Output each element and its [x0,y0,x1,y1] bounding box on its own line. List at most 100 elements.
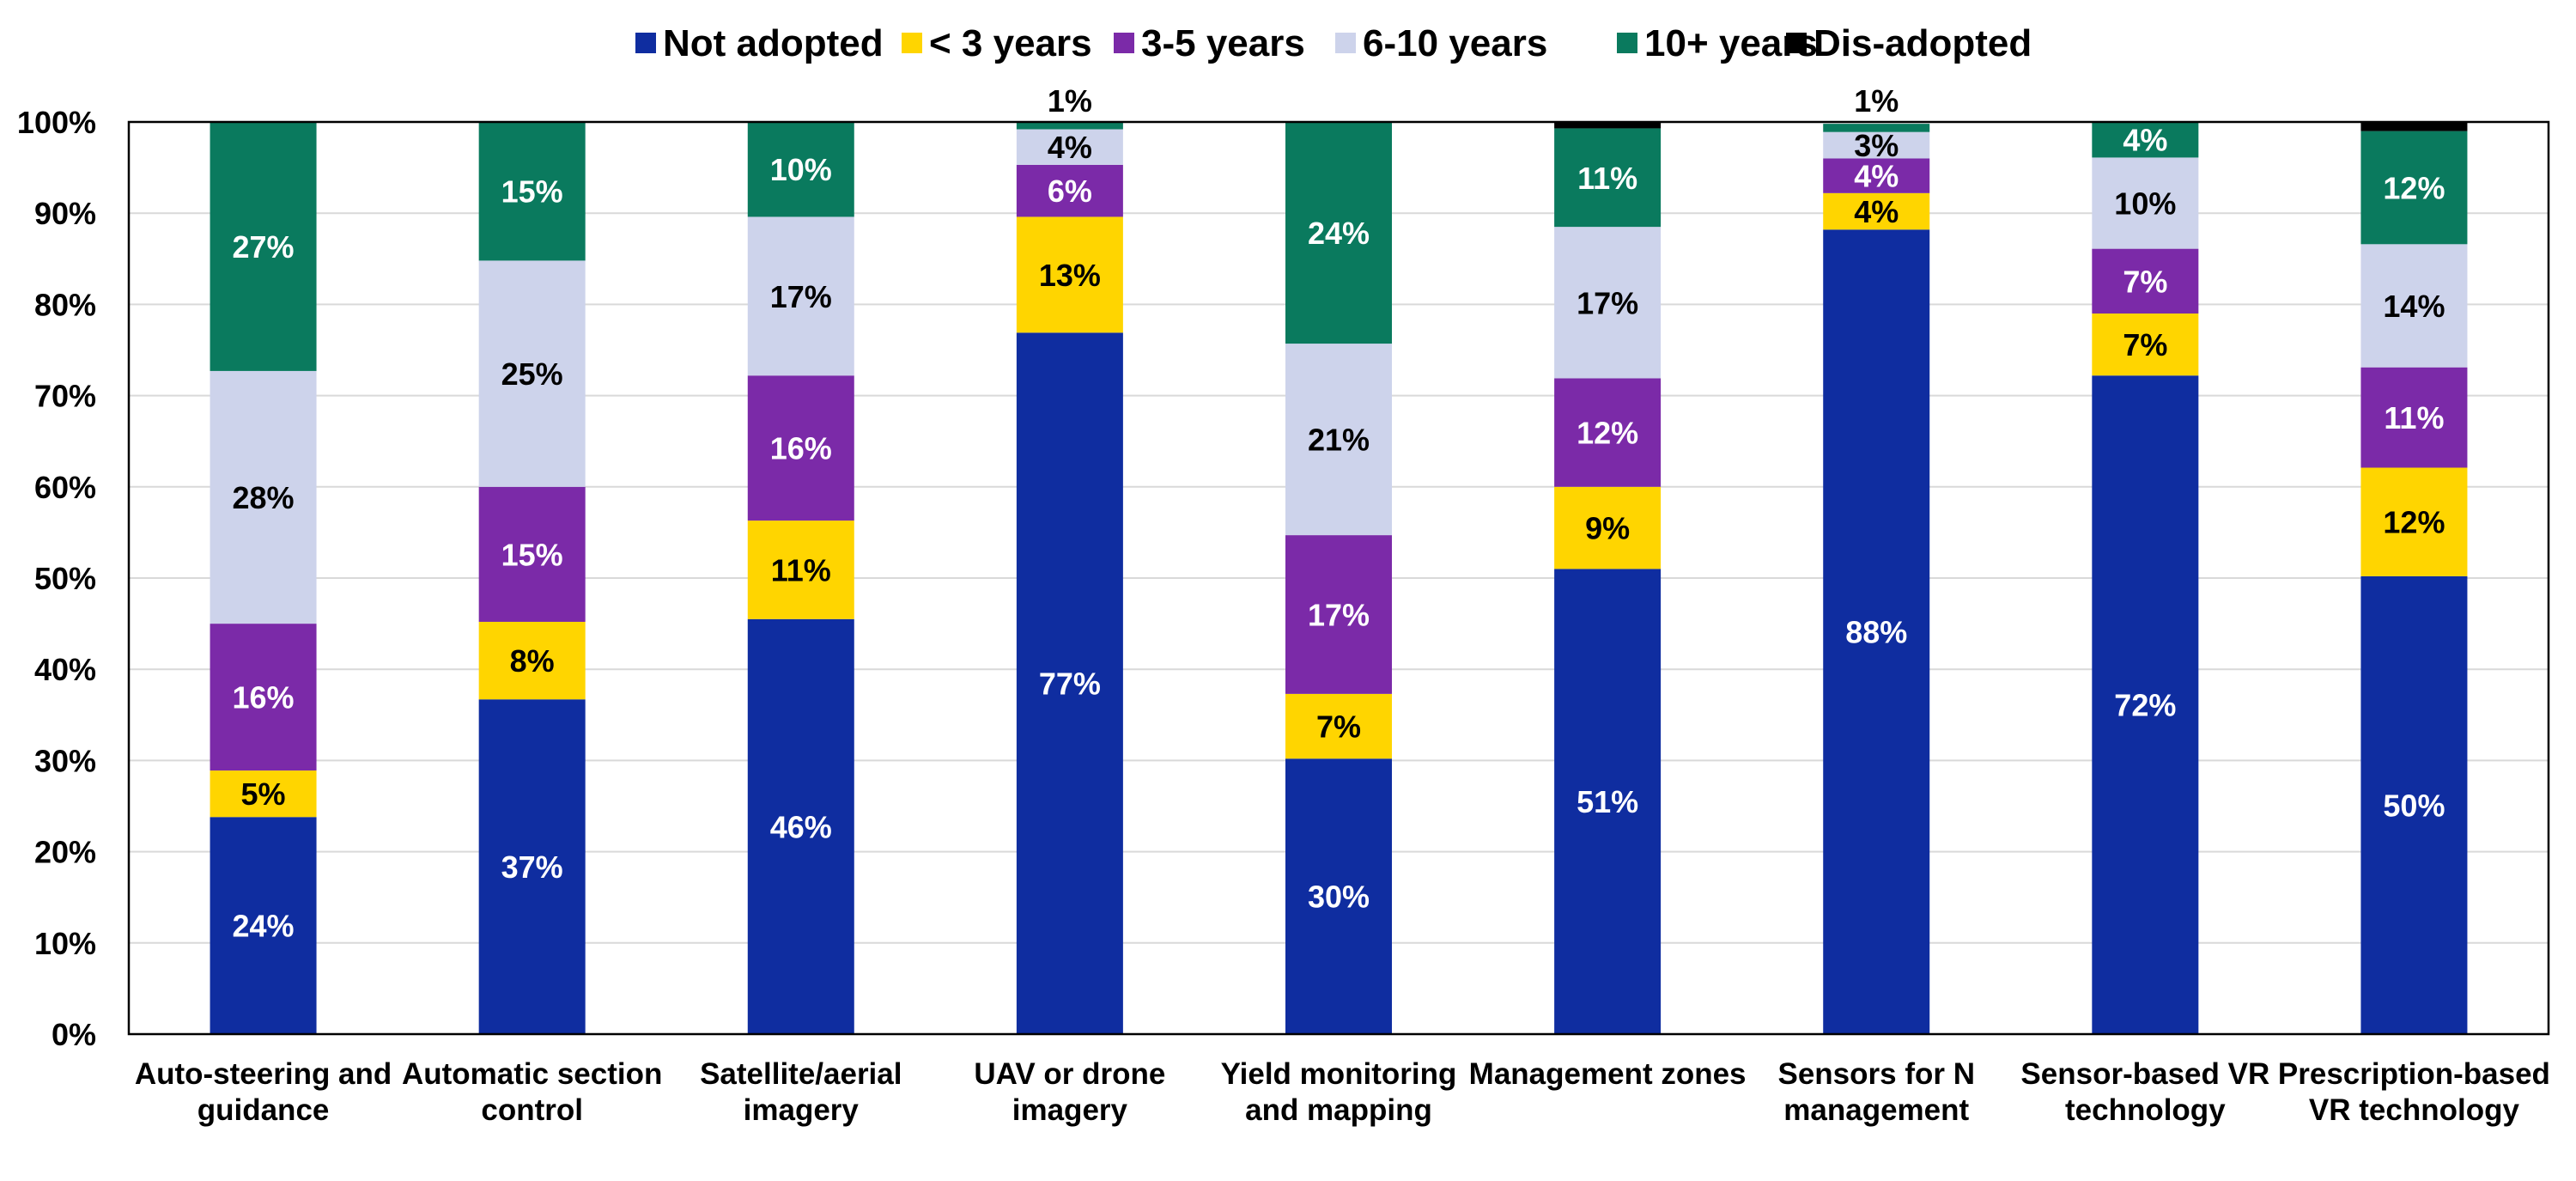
bar-10-years-8 [2360,131,2468,245]
data-label: 21% [1308,423,1370,458]
data-label: 11% [1577,161,1637,196]
bar-not-adopted-1 [478,699,586,1034]
data-label: 3% [1854,128,1899,163]
x-tick-label-line: Auto-steering and [135,1057,392,1091]
bar-not-adopted-2 [747,618,854,1034]
bar-6-10-years-2 [747,216,854,376]
bar-3-years-2 [747,520,854,619]
bar-not-adopted-5 [1554,569,1662,1034]
y-tick-label: 100% [17,105,96,140]
x-tick-label-line: UAV or drone [974,1057,1165,1091]
legend-swatch [1786,33,1807,53]
bar-3-5-years-3 [1016,164,1123,217]
x-tick-label-line: management [1783,1093,1969,1127]
data-label: 17% [770,279,832,314]
data-label: 4% [1048,130,1092,165]
data-label: 10% [770,152,832,187]
data-label: 27% [233,229,295,265]
data-label: 17% [1308,597,1370,632]
x-tick-label-line: guidance [197,1093,330,1127]
data-label: 15% [501,537,563,572]
data-label: 30% [1308,880,1370,915]
data-label: 1% [1048,83,1092,119]
data-label: 88% [1845,615,1907,650]
x-tick-label: Prescription-based VR technology [2278,1057,2550,1127]
bar-6-10-years-5 [1554,227,1662,379]
data-label: 4% [2123,123,2167,158]
legend-swatch [1114,33,1134,53]
x-tick-label: Yield monitoring and mapping [1221,1057,1457,1127]
bar-6-10-years-4 [1285,344,1392,536]
data-label: 24% [233,909,295,944]
data-label: 7% [1316,709,1361,745]
bar-3-years-0 [210,770,317,818]
data-label: 16% [233,680,295,715]
bar-dis-adopted-8 [2360,122,2468,131]
bar-not-adopted-7 [2092,375,2199,1035]
bar-3-5-years-6 [1823,158,1930,193]
legend-label: Dis-adopted [1814,22,2032,64]
x-tick-label-line: imagery [1012,1093,1128,1127]
x-tick-label: Sensor-based VR technology [2020,1057,2269,1127]
data-label: 77% [1039,667,1101,702]
plot-frame [127,120,2550,1036]
data-label: 7% [2123,327,2167,362]
x-tick-label: Satellite/aerial imagery [700,1057,902,1127]
x-tick-label: UAV or drone imagery [974,1057,1165,1127]
bar-3-5-years-0 [210,624,317,771]
data-label: 25% [501,356,563,392]
data-label: 4% [1854,159,1899,194]
data-label: 12% [2383,170,2445,205]
y-tick-label: 30% [34,743,96,778]
data-label: 13% [1039,258,1101,293]
x-tick-label-line: Automatic section [402,1057,662,1091]
data-label: 9% [1585,511,1630,546]
bar-3-years-5 [1554,486,1662,569]
bar-3-5-years-5 [1554,378,1662,487]
bar-6-10-years-1 [478,260,586,487]
x-tick-label: Automatic section control [402,1057,662,1127]
bar-6-10-years-3 [1016,129,1123,165]
bar-10-years-5 [1554,128,1662,228]
data-label: 11% [771,552,831,587]
legend-label: < 3 years [929,22,1092,64]
y-tick-label: 70% [34,379,96,414]
data-label: 72% [2114,688,2176,723]
data-label: 17% [1577,285,1638,320]
bar-10-years-2 [747,122,854,217]
data-label: 46% [770,809,832,844]
bar-3-5-years-4 [1285,535,1392,694]
legend: Not adopted < 3 years 3-5 years 6-10 years 1… [635,22,2032,64]
data-label: 6% [1048,173,1092,209]
x-tick-label-line: VR technology [2309,1093,2520,1127]
data-label: 5% [241,776,286,812]
x-tick-label-line: imagery [744,1093,860,1127]
bar-3-years-7 [2092,314,2199,376]
data-label: 37% [501,849,563,885]
legend-swatch [1617,33,1637,53]
bar-6-10-years-7 [2092,157,2199,249]
data-label: 8% [510,643,555,679]
y-tick-label: 40% [34,652,96,687]
y-tick-label: 20% [34,835,96,870]
legend-swatch [902,33,922,53]
data-label: 24% [1308,216,1370,251]
x-tick-label-line: Management zones [1469,1057,1747,1091]
x-tick-label-line: and mapping [1245,1093,1432,1127]
y-tick-label: 50% [34,561,96,596]
bar-dis-adopted-5 [1554,122,1662,129]
x-tick-label-line: technology [2065,1093,2226,1127]
bar-10-years-6 [1823,124,1930,132]
bar-3-5-years-8 [2360,367,2468,468]
bar-3-years-4 [1285,693,1392,759]
bar-3-years-8 [2360,467,2468,576]
bar-not-adopted-0 [210,817,317,1034]
bars [210,122,2468,1035]
bar-3-years-3 [1016,216,1123,333]
x-tick-label-line: Yield monitoring [1221,1057,1457,1091]
data-label: 16% [770,431,832,466]
data-label: 15% [501,174,563,210]
data-label: 51% [1577,784,1638,819]
